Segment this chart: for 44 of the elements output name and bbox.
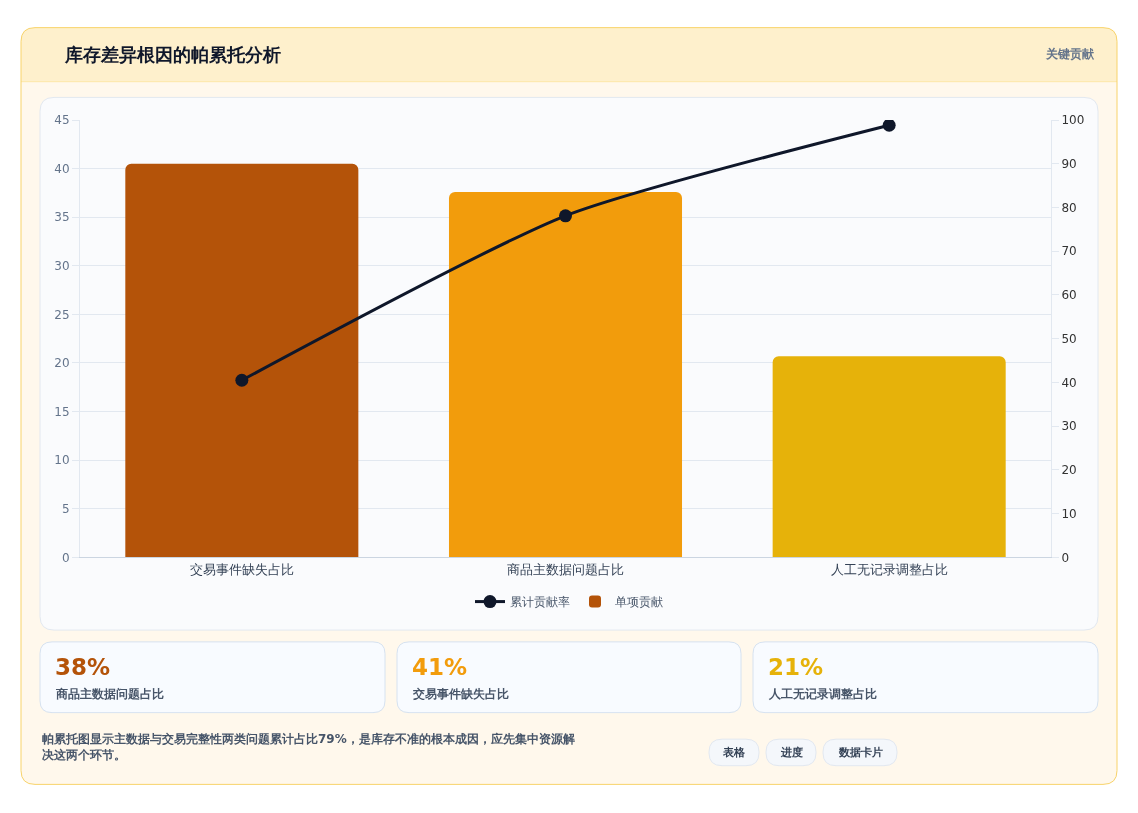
y2-tick-label: 90 xyxy=(1061,156,1077,171)
text: 进度 xyxy=(780,746,803,759)
y-tick-label: 0 xyxy=(61,550,70,565)
y2-tick-label: 10 xyxy=(1061,506,1077,521)
text: 人工无记录调整占比 xyxy=(768,687,877,701)
y-tick-label: 30 xyxy=(54,259,70,273)
x-tick-label: 人工无记录调整占比 xyxy=(830,561,948,577)
y-tick-label: 40 xyxy=(54,161,70,176)
y-tick-label: 45 xyxy=(54,113,70,128)
text: 关键贡献 xyxy=(1045,47,1095,61)
text: 41% xyxy=(412,654,468,680)
text: 21% xyxy=(768,654,824,680)
text: 交易事件缺失占比 xyxy=(412,687,509,701)
text: 数据卡片 xyxy=(838,746,883,759)
y2-tick-label: 0 xyxy=(1061,550,1070,565)
chart-title: 库存差异根因的帕累托分析 xyxy=(64,44,281,65)
y2-tick-label: 70 xyxy=(1061,244,1077,259)
x-tick-label: 商品主数据问题占比 xyxy=(507,561,624,577)
y2-tick-label: 20 xyxy=(1061,463,1077,478)
text: 商品主数据问题占比 xyxy=(55,687,164,701)
point xyxy=(559,209,572,223)
y2-tick-label: 80 xyxy=(1061,200,1077,215)
y-tick-label: 35 xyxy=(54,210,70,225)
y2-tick-label: 30 xyxy=(1061,419,1077,434)
x-tick-label: 交易事件缺失占比 xyxy=(189,561,294,577)
y-tick-label: 10 xyxy=(54,453,70,468)
text: 38% xyxy=(55,654,111,680)
text: 帕累托图显示主数据与交易完整性两类问题累计占比79%，是库存不准的根本成因，应先集中资源解决这两个环节。 xyxy=(42,732,575,762)
legend-label: 单项贡献 xyxy=(615,595,663,610)
legend-label: 累计贡献率 xyxy=(510,595,570,610)
text: 表格 xyxy=(722,746,746,759)
point xyxy=(235,373,249,387)
y-tick-label: 20 xyxy=(54,356,70,371)
point xyxy=(882,120,896,132)
y-tick-label: 5 xyxy=(61,501,70,516)
y2-tick-label: 40 xyxy=(1061,375,1077,390)
y-tick-label: 15 xyxy=(54,404,70,419)
y-tick-label: 25 xyxy=(54,307,70,322)
bar xyxy=(125,163,359,558)
y2-tick-label: 50 xyxy=(1061,331,1077,346)
y2-tick-label: 100 xyxy=(1061,113,1085,128)
y2-tick-label: 60 xyxy=(1061,288,1077,303)
bar xyxy=(448,191,683,558)
bar xyxy=(772,356,1006,558)
